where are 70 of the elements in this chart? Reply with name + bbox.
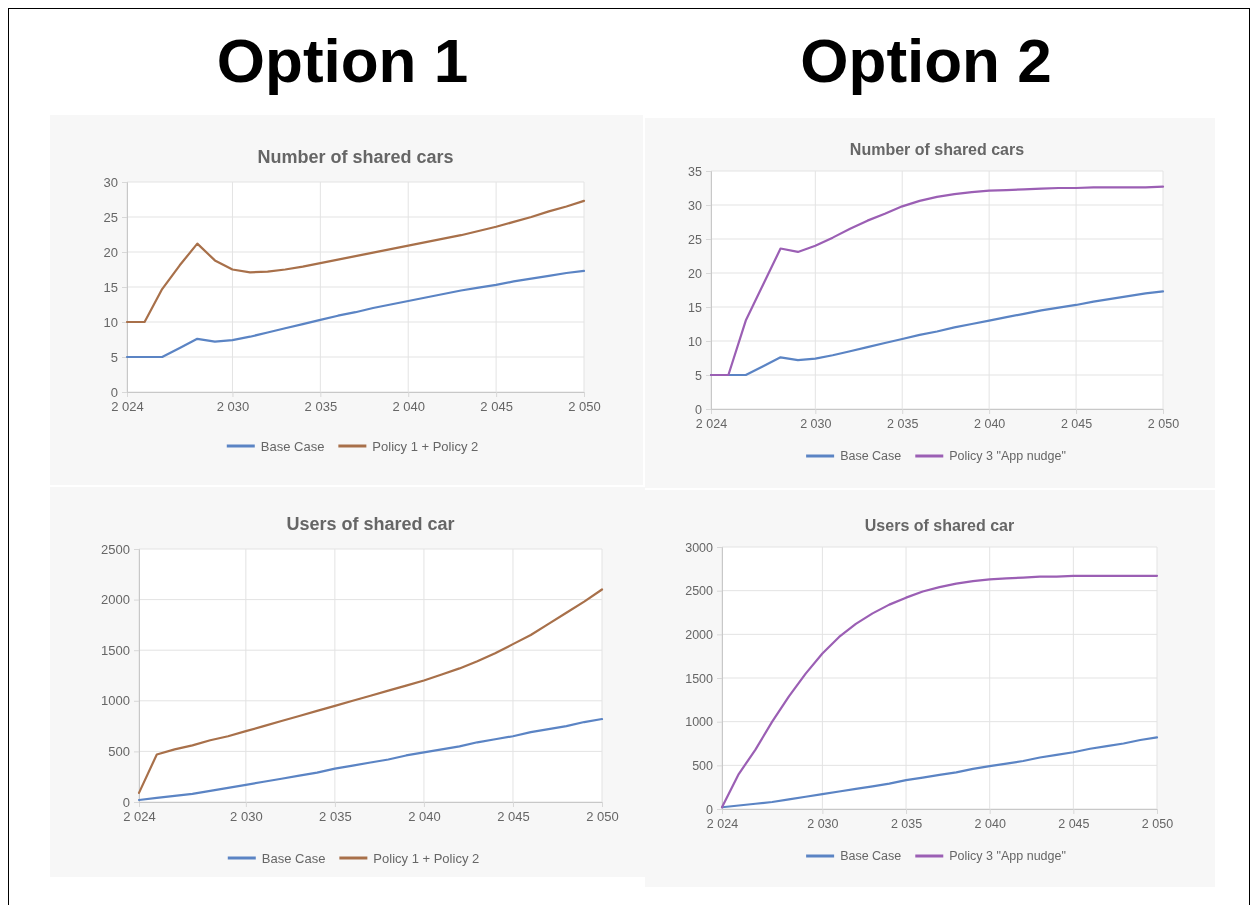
y-tick-label: 5	[110, 349, 118, 365]
y-tick-label: 25	[103, 209, 118, 225]
y-tick-label: 500	[692, 758, 714, 773]
x-tick-label: 2 040	[974, 816, 1006, 831]
chart-title: Number of shared cars	[849, 141, 1025, 158]
x-tick-label: 2 040	[974, 416, 1006, 431]
legend-label: Base Case	[840, 849, 902, 864]
x-tick-label: 2 040	[392, 399, 425, 415]
chart-title: Users of shared car	[286, 514, 455, 534]
chart-title: Number of shared cars	[257, 147, 454, 167]
legend-label: Base Case	[840, 449, 902, 464]
y-tick-label: 0	[695, 402, 703, 417]
x-tick-label: 2 035	[304, 399, 338, 415]
x-tick-label: 2 050	[568, 399, 601, 415]
legend-label: Policy 3 "App nudge"	[949, 449, 1066, 464]
y-tick-label: 0	[110, 384, 118, 400]
y-tick-label: 1000	[101, 693, 130, 709]
x-tick-label: 2 035	[890, 816, 923, 831]
x-tick-label: 2 030	[216, 399, 250, 415]
line-series	[125, 199, 586, 324]
legend-label: Base Case	[261, 850, 326, 866]
line-series	[125, 269, 586, 359]
x-tick-label: 2 035	[887, 416, 919, 431]
y-tick-label: 2000	[101, 592, 130, 608]
y-tick-label: 3000	[685, 540, 714, 555]
line-series	[137, 588, 604, 794]
x-tick-label: 2 050	[586, 809, 619, 825]
y-tick-label: 1000	[685, 715, 714, 730]
x-tick-label: 2 024	[695, 416, 728, 431]
text: Option 1	[216, 26, 469, 95]
line-series	[709, 185, 1165, 377]
x-tick-label: 2 050	[1141, 816, 1174, 831]
legend-label: Policy 3 "App nudge"	[949, 849, 1066, 864]
y-tick-label: 20	[688, 266, 703, 281]
y-tick-label: 2500	[101, 541, 130, 557]
y-tick-label: 10	[688, 334, 703, 349]
y-tick-label: 30	[103, 174, 118, 190]
text: Option 2	[800, 26, 1052, 95]
chart-title: Users of shared car	[864, 517, 1015, 534]
y-tick-label: 20	[103, 244, 118, 260]
y-tick-label: 0	[706, 802, 714, 817]
x-tick-label: 2 045	[1058, 816, 1090, 831]
x-tick-label: 2 024	[706, 816, 739, 831]
legend-label: Policy 1 + Policy 2	[373, 850, 480, 866]
y-tick-label: 2000	[685, 627, 714, 642]
legend-label: Policy 1 + Policy 2	[372, 438, 479, 454]
y-tick-label: 2500	[685, 584, 714, 599]
y-tick-label: 5	[695, 368, 703, 383]
y-tick-label: 25	[688, 232, 703, 247]
x-tick-label: 2 045	[497, 809, 530, 825]
x-tick-label: 2 050	[1147, 416, 1180, 431]
x-tick-label: 2 030	[807, 816, 839, 831]
x-tick-label: 2 030	[800, 416, 832, 431]
x-tick-label: 2 045	[480, 399, 513, 415]
y-tick-label: 30	[688, 198, 703, 213]
y-tick-label: 35	[688, 164, 703, 179]
y-tick-label: 10	[103, 314, 118, 330]
x-tick-label: 2 035	[319, 809, 352, 825]
legend-label: Base Case	[260, 438, 325, 454]
y-tick-label: 0	[122, 794, 130, 810]
y-tick-label: 1500	[685, 671, 714, 686]
x-tick-label: 2 024	[111, 399, 144, 415]
x-tick-label: 2 040	[408, 809, 441, 825]
y-tick-label: 15	[103, 279, 118, 295]
y-tick-label: 500	[108, 744, 130, 760]
x-tick-label: 2 045	[1060, 416, 1093, 431]
y-tick-label: 1500	[101, 642, 130, 658]
y-tick-label: 15	[688, 300, 703, 315]
x-tick-label: 2 030	[230, 809, 263, 825]
x-tick-label: 2 024	[123, 809, 156, 825]
